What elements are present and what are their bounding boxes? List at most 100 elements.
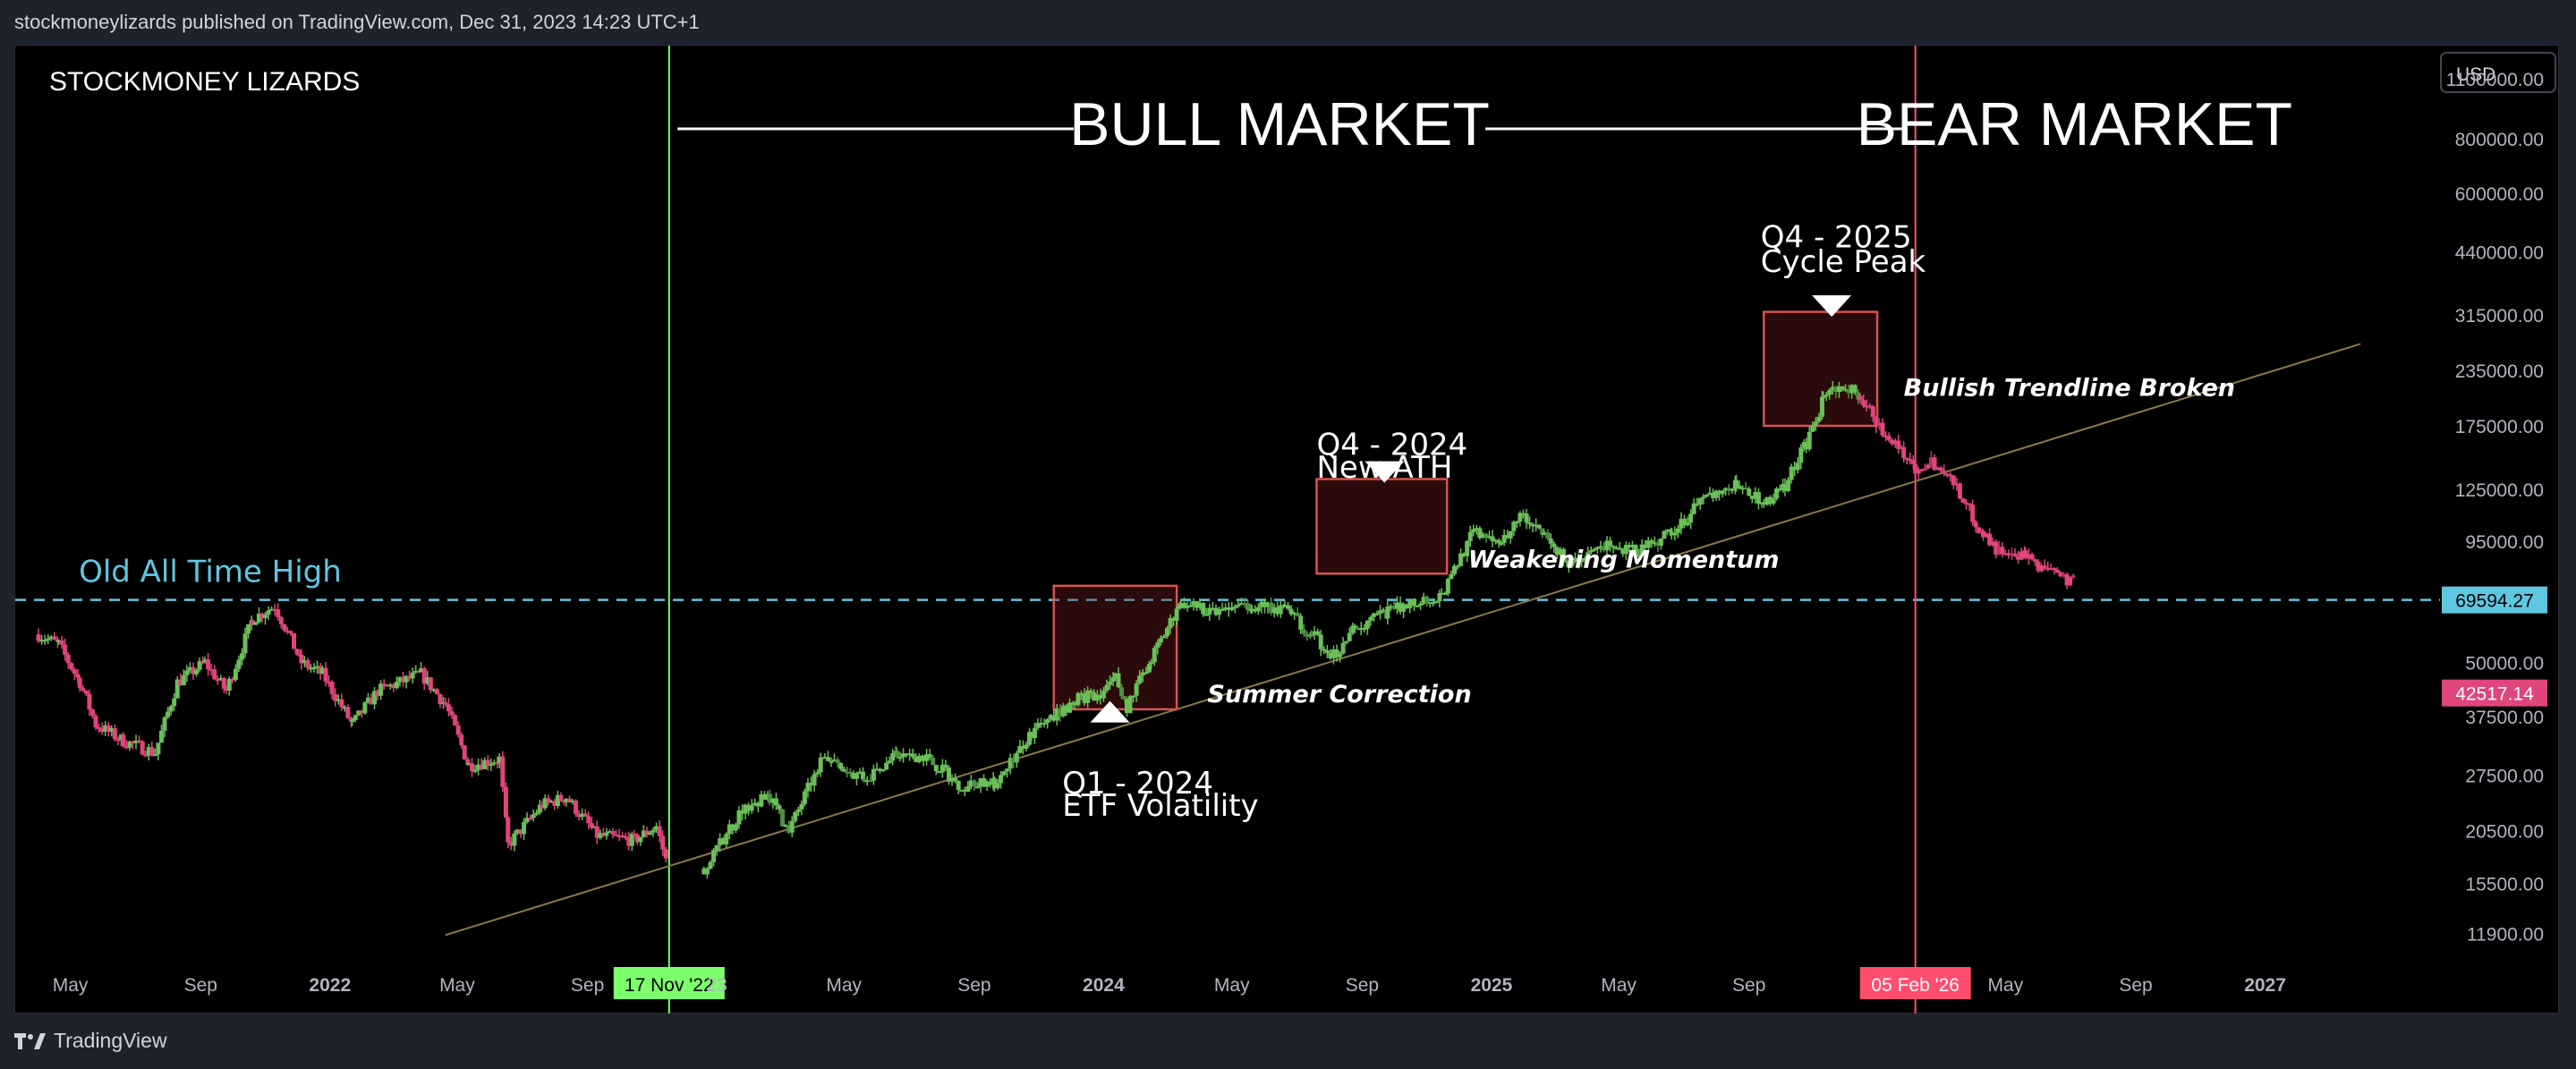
candle-body (1876, 422, 1882, 428)
candle-body (795, 809, 801, 812)
currency-button[interactable] (2440, 52, 2556, 93)
candle-body (449, 711, 455, 716)
candle-body (143, 754, 149, 757)
candle-body (838, 762, 844, 769)
candle-body (158, 730, 164, 743)
candle-body (438, 693, 443, 704)
candle-body (187, 666, 192, 671)
candle-body (574, 800, 579, 814)
candle-body (39, 640, 45, 642)
candle-body (650, 829, 656, 833)
candle-body (1158, 638, 1163, 643)
price-tick-label: 235000.00 (2455, 361, 2544, 382)
candle-body (191, 666, 196, 674)
candle-body (1530, 524, 1535, 527)
time-tick-label: Sep (184, 975, 217, 996)
candle-body (459, 734, 464, 746)
candle-body (1048, 715, 1053, 720)
tradingview-brand[interactable]: TradingView (14, 1029, 167, 1053)
candle-body (1451, 565, 1457, 574)
candle-body (1362, 628, 1367, 631)
candle-body (1954, 483, 1960, 486)
candle-body (1629, 544, 1635, 547)
candle-body (407, 675, 412, 679)
candle-body (984, 781, 990, 787)
candle-body (1411, 598, 1416, 606)
candle-body (226, 678, 232, 691)
candle-body (657, 826, 662, 836)
candle-body (1922, 468, 1927, 471)
candle-body (500, 756, 506, 787)
price-tick-label: 50000.00 (2465, 653, 2544, 674)
candle-body (140, 741, 145, 755)
candle-body (1774, 488, 1780, 499)
candle-body (1938, 467, 1943, 471)
candle-body (365, 697, 370, 703)
candle-body (239, 653, 244, 660)
candle-body (1720, 490, 1725, 495)
candle-body (1756, 492, 1761, 505)
candle-body (786, 825, 792, 833)
candle-body (1480, 533, 1485, 539)
candle-body (1334, 649, 1339, 658)
candle-body (1795, 462, 1800, 471)
brand-label: TradingView (54, 1029, 167, 1052)
candle-body (1271, 607, 1277, 614)
candle-body (607, 831, 612, 834)
price-chart[interactable]: STOCKMONEY LIZARDS BULL MARKET BEAR MARKET… (15, 46, 2560, 1014)
candle-body (972, 780, 977, 787)
candle-body (1278, 605, 1283, 615)
candle-body (600, 833, 606, 836)
candle-body (375, 691, 380, 696)
candle-body (962, 789, 967, 793)
candle-body (825, 757, 830, 761)
candle-body (1262, 601, 1267, 607)
candle-body (1697, 497, 1703, 505)
candle-body (1846, 389, 1851, 394)
q4-2024-title: Q4 - 2024 (1316, 428, 1467, 463)
candle-body (230, 678, 235, 681)
candle-body (1298, 615, 1304, 630)
candle-body (506, 817, 511, 843)
candle-body (1011, 758, 1016, 763)
candle-body (1688, 513, 1694, 523)
marker-down-triangle-2 (1365, 461, 1405, 483)
candle-body (391, 684, 396, 689)
candle-body (1455, 565, 1460, 568)
candle-body (1350, 625, 1356, 633)
price-tick-label: 95000.00 (2465, 532, 2544, 553)
candle-body (1740, 488, 1746, 490)
old-ath-label: Old All Time High (79, 555, 342, 590)
candle-body (1771, 498, 1776, 505)
candle-body (1627, 545, 1632, 547)
candle-body (1079, 692, 1084, 695)
price-tick-label: 37500.00 (2465, 708, 2544, 728)
candle-body (1477, 528, 1483, 539)
candle-body (1253, 608, 1258, 612)
candle-body (1322, 649, 1327, 651)
candle-body (166, 711, 171, 717)
candle-body (1701, 496, 1706, 499)
candle-body (564, 798, 569, 802)
candle-body (610, 831, 616, 835)
price-badge-label: 69594.27 (2455, 591, 2534, 612)
candle-body (2000, 547, 2005, 555)
candle-body (1295, 612, 1300, 616)
candle-body (1639, 544, 1645, 556)
candle-body (701, 868, 707, 875)
time-tick-label: May (1214, 975, 1250, 996)
candle-body (1188, 605, 1194, 607)
candle-body (714, 844, 719, 851)
candle-body (1146, 664, 1152, 673)
candle-body (916, 755, 922, 763)
chart-frame[interactable]: STOCKMONEY LIZARDS BULL MARKET BEAR MARKET… (14, 45, 2559, 1014)
candle-body (1407, 600, 1413, 609)
candle-body (466, 763, 472, 766)
candle-body (359, 710, 364, 714)
candle-body (780, 809, 786, 827)
candle-body (1203, 614, 1209, 616)
candle-body (809, 783, 814, 786)
candle-body (910, 753, 915, 758)
candle-body (835, 759, 840, 763)
candle-body (2062, 573, 2067, 577)
